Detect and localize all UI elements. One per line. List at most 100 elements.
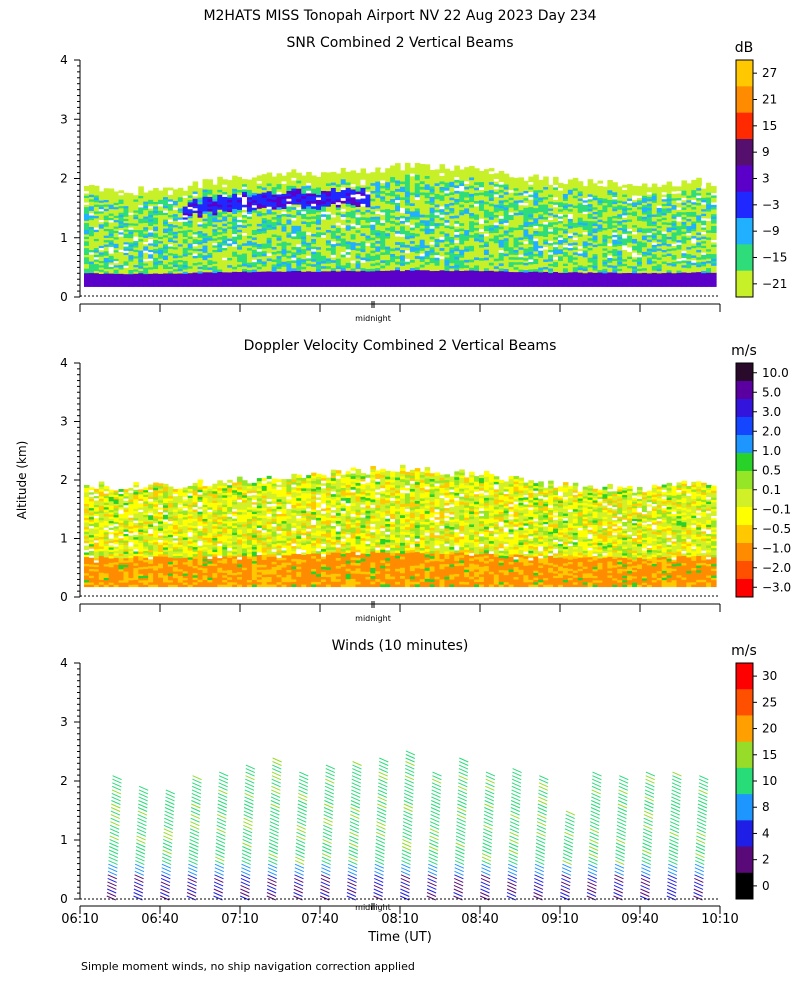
- heatmap-cell: [113, 247, 120, 251]
- heatmap-cell: [148, 275, 154, 279]
- heatmap-cell: [360, 248, 367, 253]
- heatmap-cell: [148, 190, 154, 194]
- heatmap-cell: [261, 192, 268, 196]
- heatmap-cell: [350, 178, 357, 182]
- heatmap-cell: [330, 278, 337, 282]
- heatmap-cell: [276, 201, 283, 205]
- heatmap-cell: [93, 279, 100, 283]
- heatmap-cell: [143, 247, 149, 251]
- heatmap-cell: [128, 252, 134, 256]
- heatmap-cell: [217, 184, 223, 188]
- heatmap-cell: [227, 250, 233, 254]
- heatmap-cell: [340, 213, 347, 217]
- heatmap-cell: [113, 256, 120, 259]
- heatmap-cell: [246, 230, 253, 234]
- heatmap-cell: [84, 224, 90, 228]
- heatmap-cell: [291, 243, 297, 248]
- heatmap-cell: [296, 262, 302, 266]
- heatmap-cell: [197, 243, 204, 247]
- heatmap-cell: [271, 211, 278, 215]
- heatmap-cell: [350, 180, 357, 185]
- heatmap-cell: [207, 232, 213, 236]
- heatmap-cell: [108, 208, 115, 212]
- heatmap-cell: [325, 187, 332, 192]
- heatmap-cell: [301, 223, 307, 227]
- heatmap-cell: [360, 216, 367, 220]
- heatmap-cell: [266, 182, 273, 187]
- heatmap-cell: [335, 181, 342, 185]
- heatmap-cell: [158, 271, 164, 274]
- heatmap-cell: [276, 240, 283, 244]
- heatmap-cell: [454, 165, 460, 169]
- heatmap-cell: [163, 212, 169, 216]
- heatmap-cell: [163, 250, 169, 254]
- heatmap-cell: [133, 277, 139, 281]
- heatmap-cell: [271, 189, 278, 193]
- heatmap-cell: [177, 214, 184, 218]
- heatmap-cell: [340, 167, 347, 172]
- heatmap-cell: [217, 181, 223, 185]
- plot-area: [84, 162, 717, 287]
- heatmap-cell: [158, 210, 164, 213]
- heatmap-cell: [192, 231, 199, 235]
- heatmap-cell: [172, 266, 179, 270]
- heatmap-cell: [207, 196, 213, 200]
- heatmap-cell: [325, 193, 332, 197]
- heatmap-cell: [335, 240, 342, 244]
- heatmap-cell: [508, 177, 515, 181]
- heatmap-cell: [98, 228, 105, 231]
- heatmap-cell: [227, 194, 233, 198]
- heatmap-cell: [246, 206, 253, 210]
- heatmap-cell: [167, 275, 174, 278]
- heatmap-cell: [93, 215, 100, 219]
- heatmap-cell: [246, 247, 253, 251]
- heatmap-cell: [242, 186, 248, 190]
- heatmap-cell: [325, 247, 332, 251]
- heatmap-cell: [207, 237, 213, 241]
- heatmap-cell: [286, 275, 292, 280]
- heatmap-cell: [345, 168, 352, 172]
- heatmap-cell: [207, 254, 213, 258]
- heatmap-cell: [202, 257, 209, 261]
- heatmap-cell: [163, 198, 169, 202]
- heatmap-cell: [133, 266, 139, 270]
- heatmap-cell: [133, 192, 139, 196]
- heatmap-cell: [370, 213, 376, 217]
- heatmap-cell: [385, 259, 391, 263]
- heatmap-cell: [207, 274, 213, 278]
- heatmap-cell: [212, 228, 218, 232]
- heatmap-cell: [172, 259, 179, 263]
- heatmap-cell: [128, 246, 134, 249]
- heatmap-cell: [311, 195, 317, 199]
- heatmap-cell: [207, 198, 213, 202]
- heatmap-cell: [227, 235, 233, 239]
- heatmap-cell: [266, 180, 273, 184]
- heatmap-cell: [167, 277, 174, 281]
- heatmap-cell: [266, 281, 273, 285]
- heatmap-cell: [242, 263, 248, 267]
- heatmap-cell: [212, 223, 218, 227]
- heatmap-cell: [311, 180, 317, 184]
- heatmap-cell: [291, 214, 297, 218]
- heatmap-cell: [301, 240, 307, 245]
- heatmap-cell: [128, 218, 134, 222]
- heatmap-cell: [187, 279, 194, 283]
- heatmap-cell: [187, 270, 194, 274]
- heatmap-cell: [98, 275, 105, 279]
- heatmap-cell: [153, 221, 159, 225]
- heatmap-cell: [182, 284, 189, 287]
- heatmap-cell: [370, 250, 376, 254]
- heatmap-cell: [355, 178, 362, 182]
- heatmap-cell: [242, 242, 248, 246]
- heatmap-cell: [281, 281, 288, 285]
- heatmap-cell: [286, 195, 292, 199]
- heatmap-cell: [281, 203, 288, 207]
- heatmap-cell: [103, 197, 110, 201]
- heatmap-cell: [212, 244, 218, 248]
- heatmap-cell: [123, 199, 130, 202]
- heatmap-cell: [103, 212, 110, 216]
- heatmap-cell: [414, 163, 421, 167]
- heatmap-cell: [271, 236, 278, 240]
- heatmap-cell: [143, 273, 149, 277]
- heatmap-cell: [321, 244, 327, 249]
